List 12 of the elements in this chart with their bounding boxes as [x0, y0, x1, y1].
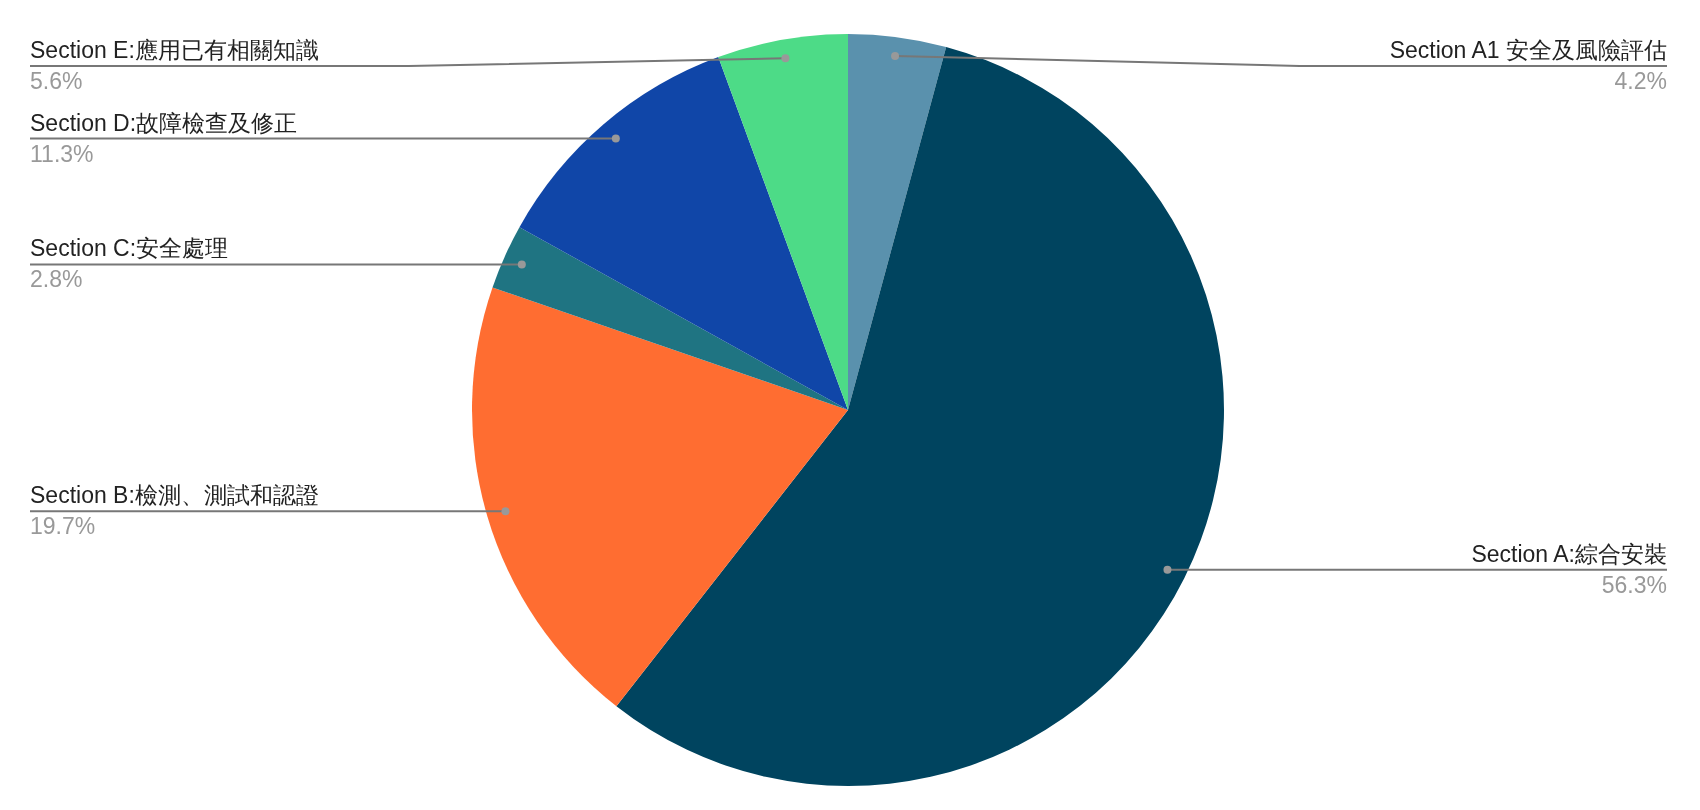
data-label: 4.2%	[1614, 68, 1667, 94]
data-label: 11.3%	[30, 140, 94, 167]
data-label: 56.3%	[1601, 571, 1667, 598]
slice-label: Section C:安全處理	[30, 235, 229, 262]
data-label: 2.8%	[30, 266, 83, 293]
slice-label: Section E:應用已有相關知識	[30, 37, 319, 63]
slice-label: Section B:檢測、測試和認證	[30, 482, 319, 509]
slice-label: Section A1 安全及風險評估	[1389, 37, 1667, 63]
data-label: 5.6%	[30, 68, 83, 94]
slice-label: Section D:故障檢查及修正	[30, 109, 298, 136]
slice-label: Section A:綜合安裝	[1471, 540, 1667, 567]
data-label: 19.7%	[30, 513, 96, 540]
